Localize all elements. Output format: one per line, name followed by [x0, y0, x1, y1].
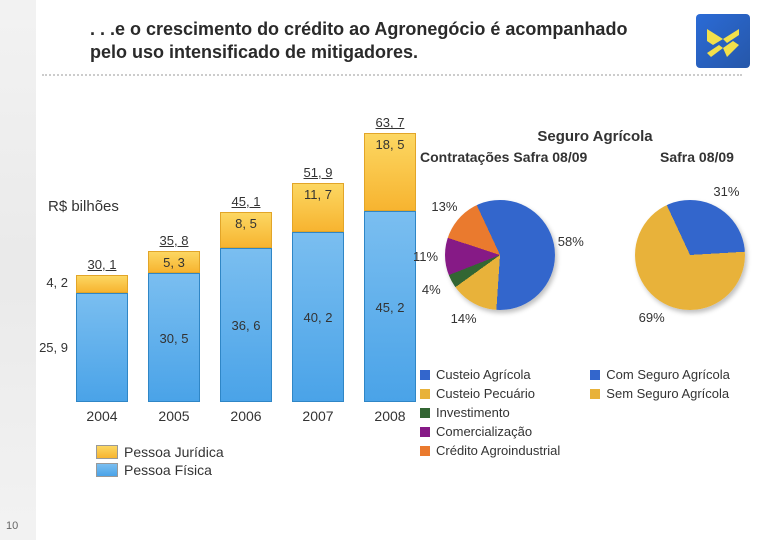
swatch-pf: [96, 463, 118, 477]
slide-number: 10: [6, 520, 18, 532]
left-decorative-strip: [0, 0, 36, 540]
bar-2007: 51, 911, 740, 22007: [292, 183, 344, 402]
divider-dots: [42, 74, 742, 80]
bb-logo-icon: [703, 21, 743, 61]
bar-2006: 45, 18, 536, 62006: [220, 212, 272, 402]
bar-2004: 30, 14, 225, 92004: [76, 275, 128, 402]
bar-2008: 63, 718, 545, 22008: [364, 133, 416, 402]
swatch-pj: [96, 445, 118, 459]
legend-pf: Pessoa Física: [124, 462, 212, 478]
seguro-title: Seguro Agrícola: [420, 128, 770, 145]
stacked-bar-chart: 30, 14, 225, 92004 35, 85, 330, 52005 45, …: [46, 118, 416, 458]
right-panel: Seguro Agrícola Contratações Safra 08/09…: [420, 128, 770, 458]
bar-2005: 35, 85, 330, 52005: [148, 251, 200, 402]
pie1-legend: Custeio AgrícolaCusteio PecuárioInvestim…: [420, 363, 560, 458]
pie-charts: Contratações Safra 08/09Safra 08/0958%14…: [420, 155, 770, 335]
pie2-legend: Com Seguro AgrícolaSem Seguro Agrícola: [590, 363, 730, 458]
legend-pj: Pessoa Jurídica: [124, 444, 224, 460]
page-title: . . .e o crescimento do crédito ao Agron…: [90, 18, 650, 63]
bb-logo: [696, 14, 750, 68]
bar-chart-legend: Pessoa Jurídica Pessoa Física: [96, 442, 224, 478]
